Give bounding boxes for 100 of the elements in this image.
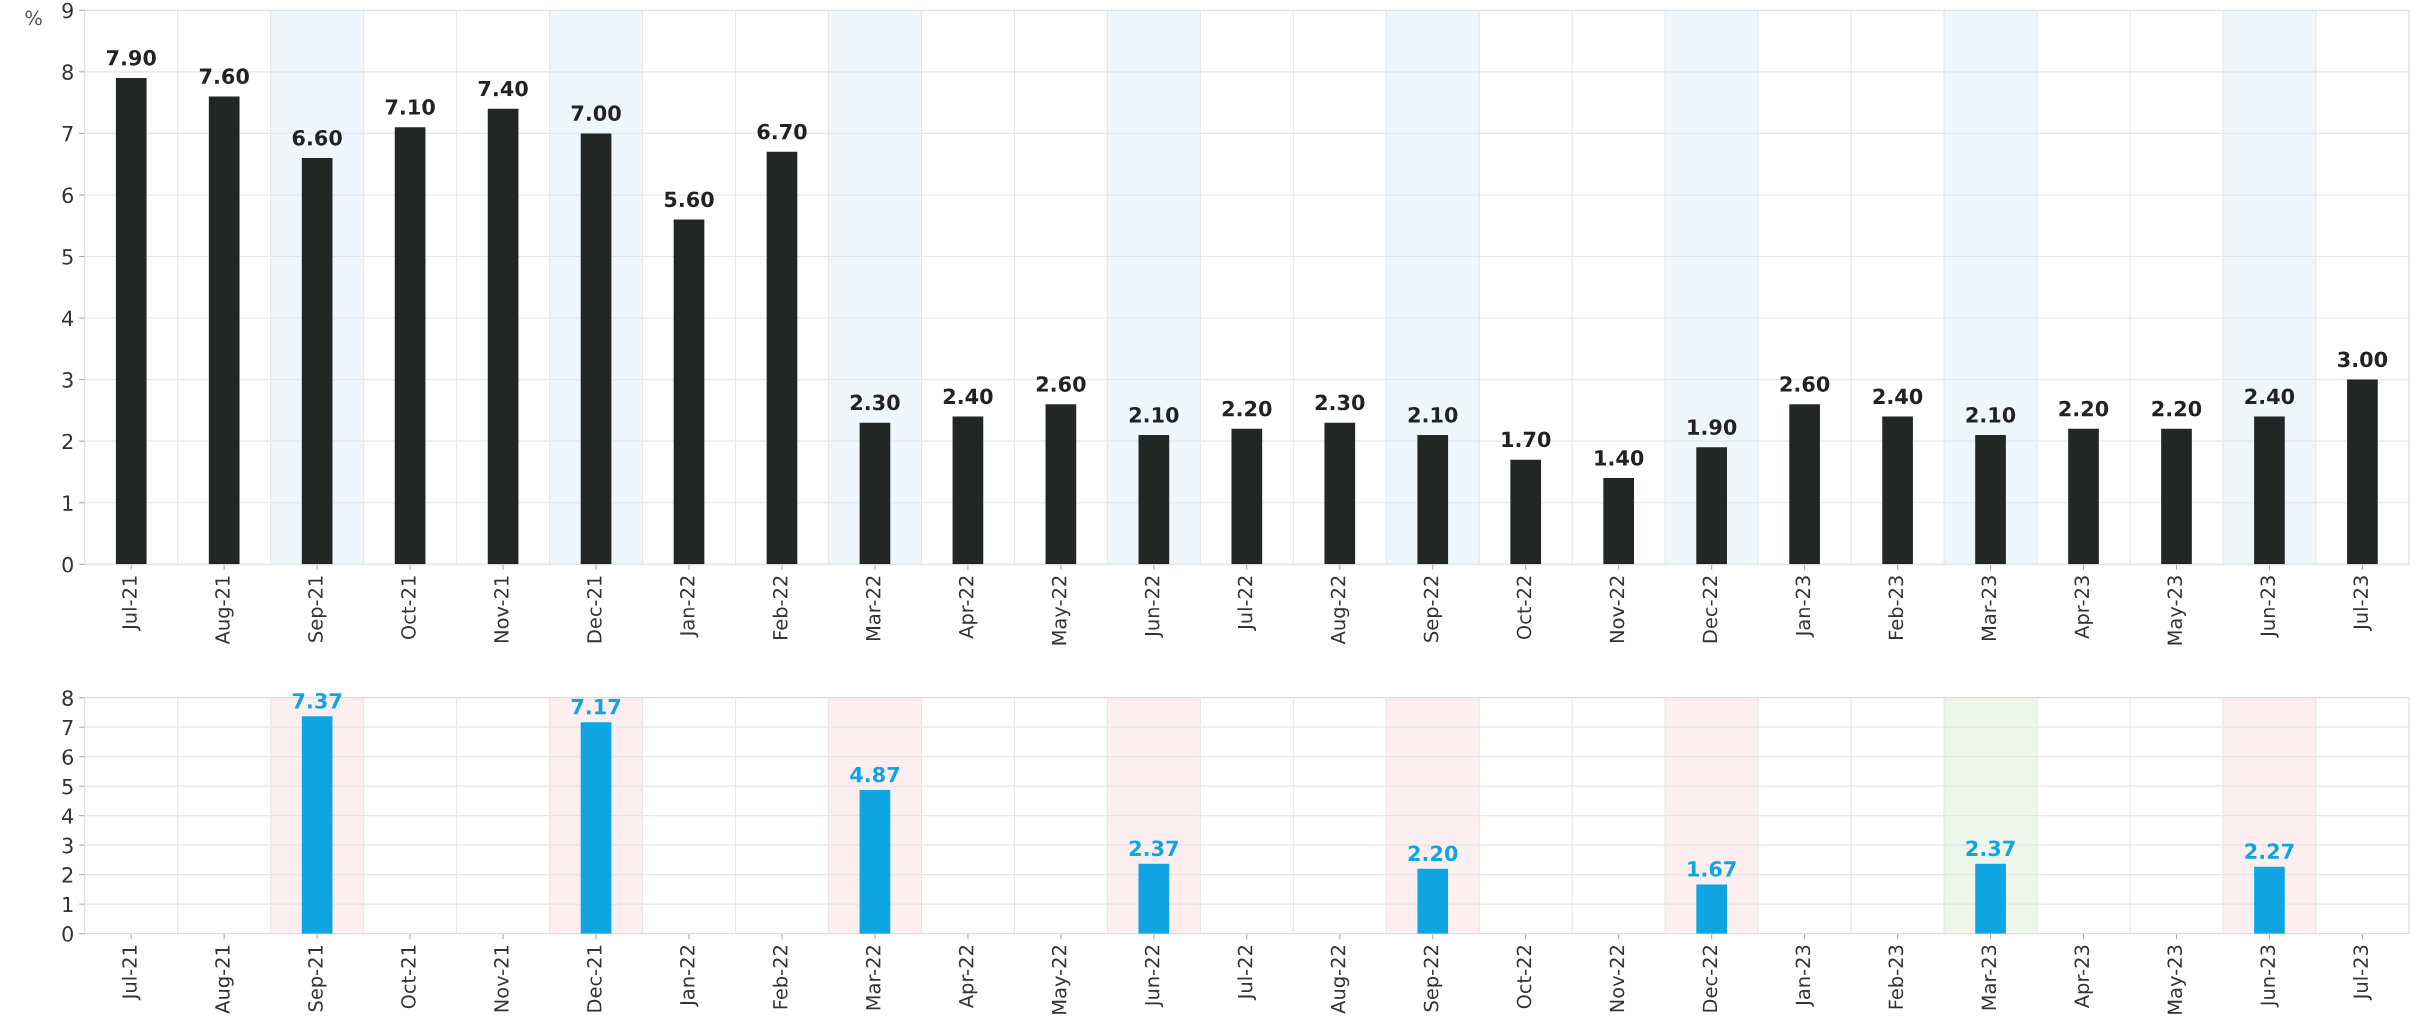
- y-tick-label: 2: [62, 433, 73, 450]
- x-tick-label: Apr-23: [2074, 945, 2093, 1009]
- x-tick-label: Nov-21: [494, 945, 509, 1012]
- data-label: 2.10: [1408, 406, 1458, 423]
- y-tick-label: 4: [62, 310, 74, 326]
- data-label: 5.60: [664, 191, 714, 208]
- x-tick-label: Mar-23: [1981, 945, 1997, 1010]
- x-tick-label: Apr-22: [958, 576, 978, 639]
- data-label: 7.60: [199, 68, 249, 85]
- x-tick-label: May-22: [1051, 946, 1071, 1014]
- x-tick-label: Sep-22: [1423, 946, 1443, 1012]
- bar: [1045, 404, 1077, 565]
- bar: [1882, 416, 1913, 565]
- data-label: 1.67: [1688, 861, 1736, 877]
- data-label: 1.40: [1595, 450, 1644, 466]
- data-label: 2.20: [1408, 845, 1458, 862]
- y-tick-label: 9: [62, 2, 73, 19]
- data-label: 1.90: [1688, 419, 1737, 435]
- bar: [952, 416, 984, 565]
- data-label: 2.10: [1129, 406, 1179, 423]
- x-tick-label: Feb-22: [772, 946, 788, 1009]
- y-tick-label: 1: [63, 896, 73, 913]
- data-label: 2.27: [2245, 843, 2294, 859]
- bar: [394, 127, 426, 565]
- x-tick-label: Oct-21: [401, 945, 416, 1009]
- y-tick-label: 8: [62, 690, 73, 706]
- bar: [1510, 459, 1542, 565]
- bar: [2254, 866, 2285, 934]
- bar: [1138, 863, 1170, 934]
- bar: [859, 422, 891, 565]
- x-tick-label: Jun-22: [1144, 946, 1164, 1008]
- x-tick-label: Sep-21: [308, 576, 327, 642]
- y-tick-label: 0: [62, 556, 73, 573]
- x-tick-label: Oct-22: [1516, 946, 1532, 1009]
- x-tick-label: Aug-21: [215, 945, 234, 1014]
- x-tick-label: Oct-22: [1516, 576, 1532, 639]
- bar: [2347, 379, 2378, 565]
- bar: [1789, 404, 1820, 565]
- x-tick-label: Jul-21: [121, 576, 141, 631]
- x-tick-label: May-23: [2167, 576, 2186, 645]
- data-label: 2.37: [1129, 840, 1178, 857]
- data-label: 2.40: [1873, 388, 1923, 405]
- x-tick-label: Jul-22: [1237, 576, 1257, 631]
- y-tick-label: 8: [62, 64, 73, 81]
- y-tick-label: 6: [62, 749, 74, 765]
- x-tick-label: Jan-23: [1795, 576, 1814, 638]
- y-tick-label: 7: [62, 719, 73, 736]
- x-tick-label: Mar-22: [865, 946, 881, 1010]
- data-label: 7.90: [106, 49, 156, 66]
- y-tick-label: 2: [62, 867, 73, 883]
- data-label: 3.00: [2338, 351, 2388, 368]
- bar: [1417, 868, 1449, 934]
- x-tick-label: May-23: [2167, 945, 2186, 1014]
- data-label: 2.30: [850, 394, 900, 411]
- bar: [2068, 428, 2099, 565]
- x-tick-label: Feb-22: [772, 576, 788, 639]
- x-tick-label: Mar-23: [1981, 576, 1997, 641]
- y-tick-label: 5: [62, 249, 73, 265]
- bar: [1696, 447, 1727, 565]
- bar: [859, 790, 891, 934]
- x-tick-label: Nov-22: [1609, 576, 1625, 643]
- bar: [1603, 478, 1635, 565]
- y-tick-label: 4: [62, 808, 74, 824]
- x-tick-label: Dec-22: [1702, 946, 1718, 1012]
- data-label: 7.17: [571, 699, 621, 715]
- data-label: 2.20: [1222, 400, 1272, 417]
- data-label: 2.60: [1780, 376, 1830, 392]
- data-label: 7.10: [385, 99, 435, 115]
- data-label: 2.30: [1315, 394, 1365, 411]
- x-tick-label: Nov-21: [494, 576, 509, 643]
- x-tick-label: Feb-23: [1888, 576, 1904, 639]
- bar: [301, 158, 333, 565]
- data-label: 7.40: [478, 80, 528, 97]
- bar: [208, 96, 240, 565]
- x-tick-label: Jul-23: [2353, 576, 2372, 631]
- data-label: 2.20: [2152, 400, 2202, 417]
- x-tick-label: Sep-21: [308, 945, 327, 1012]
- data-label: 2.20: [2059, 400, 2109, 417]
- x-tick-label: Dec-21: [586, 576, 602, 643]
- bar: [1324, 422, 1356, 565]
- x-tick-label: Apr-23: [2074, 576, 2093, 639]
- x-tick-label: Feb-23: [1888, 945, 1904, 1009]
- x-tick-label: Mar-22: [865, 576, 881, 641]
- x-tick-label: Jul-22: [1237, 946, 1257, 1001]
- x-tick-label: Nov-22: [1609, 946, 1625, 1012]
- y-tick-label: 5: [62, 778, 73, 795]
- bar: [2161, 428, 2192, 565]
- data-label: 4.87: [850, 766, 899, 783]
- x-tick-label: May-22: [1051, 576, 1071, 645]
- data-label: 1.70: [1502, 431, 1551, 448]
- x-tick-label: Oct-21: [401, 576, 416, 639]
- x-tick-label: Jul-23: [2353, 945, 2372, 1001]
- x-tick-label: Jan-22: [679, 946, 699, 1007]
- bar: [1696, 884, 1727, 934]
- y-tick-label: 0: [62, 926, 73, 942]
- data-label: 2.40: [2245, 388, 2295, 405]
- x-tick-label: Jul-21: [121, 945, 141, 1001]
- bar: [1975, 863, 2006, 934]
- bar: [1138, 435, 1170, 565]
- data-label: 2.40: [943, 388, 993, 405]
